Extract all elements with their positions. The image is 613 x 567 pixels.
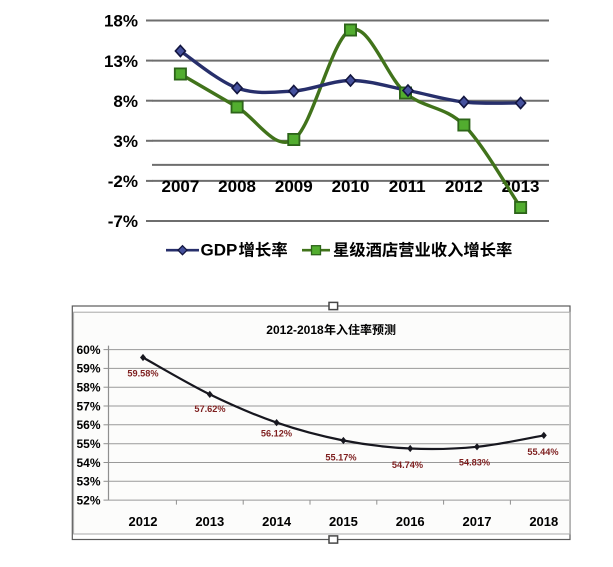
- svg-text:2007: 2007: [161, 177, 199, 196]
- svg-text:56.12%: 56.12%: [261, 429, 292, 439]
- svg-text:56%: 56%: [76, 418, 100, 432]
- svg-text:55.17%: 55.17%: [325, 453, 356, 463]
- svg-text:2010: 2010: [332, 177, 370, 196]
- svg-text:2017: 2017: [463, 514, 492, 529]
- svg-text:2008: 2008: [218, 177, 256, 196]
- svg-text:-7%: -7%: [108, 212, 138, 231]
- svg-text:-2%: -2%: [108, 172, 138, 191]
- svg-text:2013: 2013: [195, 514, 224, 529]
- svg-text:54.83%: 54.83%: [459, 458, 490, 468]
- svg-text:2012: 2012: [445, 177, 483, 196]
- svg-text:2012-2018: 2012-2018: [266, 323, 324, 337]
- svg-text:55.44%: 55.44%: [527, 447, 558, 457]
- svg-text:57.62%: 57.62%: [194, 404, 225, 414]
- svg-text:2012: 2012: [129, 514, 158, 529]
- svg-text:60%: 60%: [76, 343, 100, 357]
- svg-text:GDP: GDP: [201, 241, 238, 260]
- svg-text:59.58%: 59.58%: [127, 368, 158, 378]
- svg-text:3%: 3%: [113, 132, 138, 151]
- svg-text:2009: 2009: [275, 177, 313, 196]
- svg-text:53%: 53%: [76, 475, 100, 489]
- svg-text:8%: 8%: [113, 92, 138, 111]
- svg-text:54.74%: 54.74%: [392, 460, 423, 470]
- svg-text:58%: 58%: [76, 381, 100, 395]
- svg-text:13%: 13%: [104, 52, 138, 71]
- svg-text:54%: 54%: [76, 456, 100, 470]
- svg-text:59%: 59%: [76, 362, 100, 376]
- svg-text:2011: 2011: [389, 177, 426, 196]
- svg-text:55%: 55%: [76, 437, 100, 451]
- svg-text:52%: 52%: [76, 493, 100, 507]
- svg-text:18%: 18%: [104, 12, 138, 31]
- svg-text:2018: 2018: [529, 514, 558, 529]
- svg-text:2015: 2015: [329, 514, 358, 529]
- svg-text:2016: 2016: [396, 514, 425, 529]
- svg-text:2014: 2014: [262, 514, 292, 529]
- svg-text:57%: 57%: [76, 399, 100, 413]
